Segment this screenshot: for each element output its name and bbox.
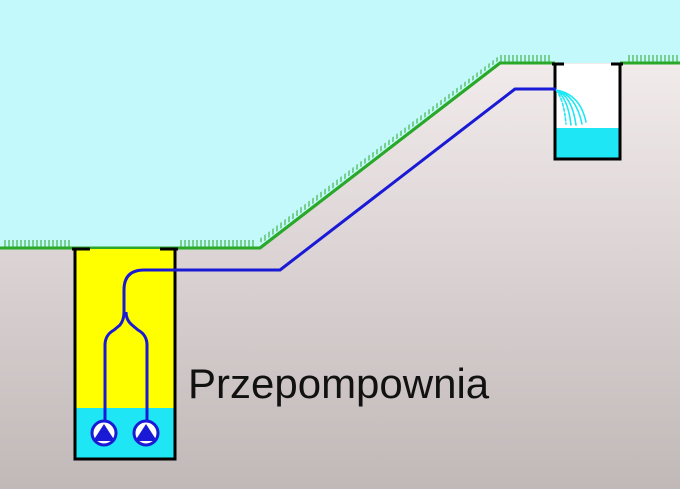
pit-water [75,408,175,459]
terrain-line-slope [174,61,555,250]
receiving-tank [552,62,623,161]
grass-hatching [2,55,680,247]
tank-water [555,128,620,159]
station-label: Przepompownia [188,360,490,407]
pump-right [132,419,160,447]
pressure-pipe [103,87,556,424]
water-jet [555,89,587,126]
pump-left [90,419,118,447]
